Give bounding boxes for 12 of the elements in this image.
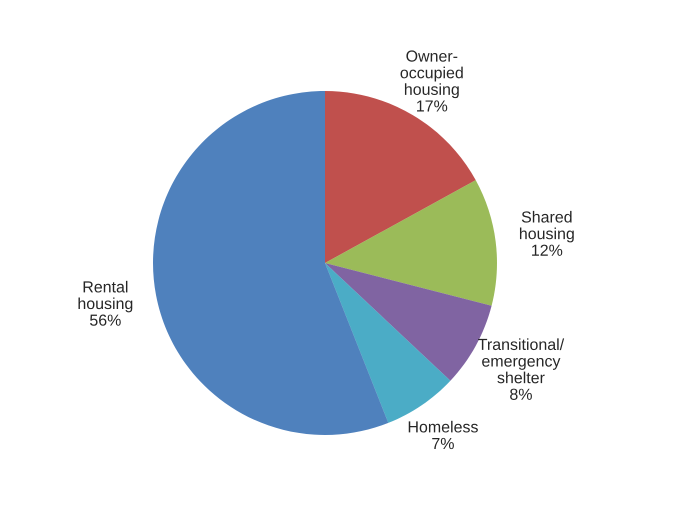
data-label: 8% bbox=[510, 388, 532, 400]
data-label: 7% bbox=[432, 438, 454, 450]
slice-label: Owner- occupied housing bbox=[400, 50, 463, 98]
pie-slice bbox=[325, 180, 497, 306]
slice-label: Shared housing bbox=[520, 210, 574, 242]
data-label: 12% bbox=[532, 244, 562, 256]
slice-label: Homeless bbox=[408, 420, 478, 433]
data-label: 17% bbox=[417, 100, 448, 112]
slice-label: Rental housing bbox=[78, 280, 132, 312]
data-label: 56% bbox=[90, 314, 121, 326]
pie-slice bbox=[153, 91, 388, 435]
slice-label: Transitional/ emergency shelter bbox=[478, 338, 564, 384]
